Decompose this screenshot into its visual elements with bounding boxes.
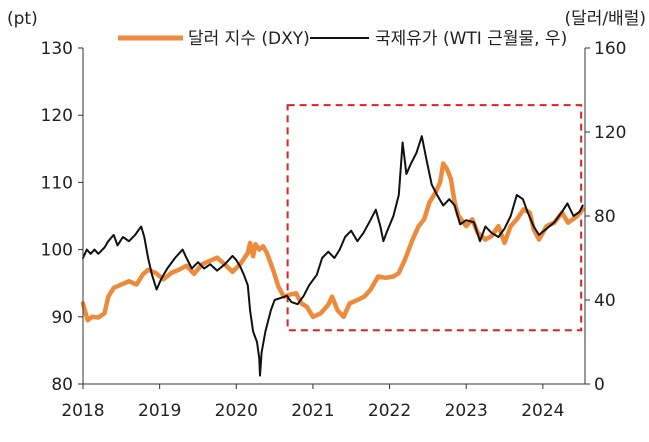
x-tick-label: 2022	[368, 401, 411, 421]
right-axis-unit: (달러/배럴)	[564, 9, 646, 29]
right-tick-label: 160	[594, 39, 626, 59]
left-tick-label: 130	[41, 39, 73, 59]
right-tick-label: 40	[594, 291, 616, 311]
legend-label-dxy: 달러 지수 (DXY)	[188, 29, 310, 49]
series-line-dxy	[80, 161, 585, 323]
x-tick-label: 2023	[445, 401, 488, 421]
series-line-wti	[82, 135, 584, 377]
left-tick-label: 120	[41, 106, 73, 126]
right-tick-label: 80	[594, 207, 616, 227]
x-tick-label: 2019	[138, 401, 181, 421]
right-tick-label: 0	[594, 375, 605, 395]
x-tick-label: 2020	[215, 401, 258, 421]
x-tick-label: 2018	[61, 401, 104, 421]
left-tick-label: 110	[41, 173, 73, 193]
highlight-box	[286, 104, 583, 332]
left-tick-label: 100	[41, 241, 73, 261]
left-tick-label: 80	[51, 375, 73, 395]
right-tick-label: 120	[594, 123, 626, 143]
x-tick-label: 2024	[521, 401, 564, 421]
legend-label-wti: 국제유가 (WTI 근월물, 우)	[375, 29, 567, 49]
x-tick-label: 2021	[291, 401, 334, 421]
left-axis-unit: (pt)	[7, 9, 38, 29]
legend: 달러 지수 (DXY) 국제유가 (WTI 근월물, 우)	[118, 29, 567, 49]
left-tick-label: 90	[51, 308, 73, 328]
